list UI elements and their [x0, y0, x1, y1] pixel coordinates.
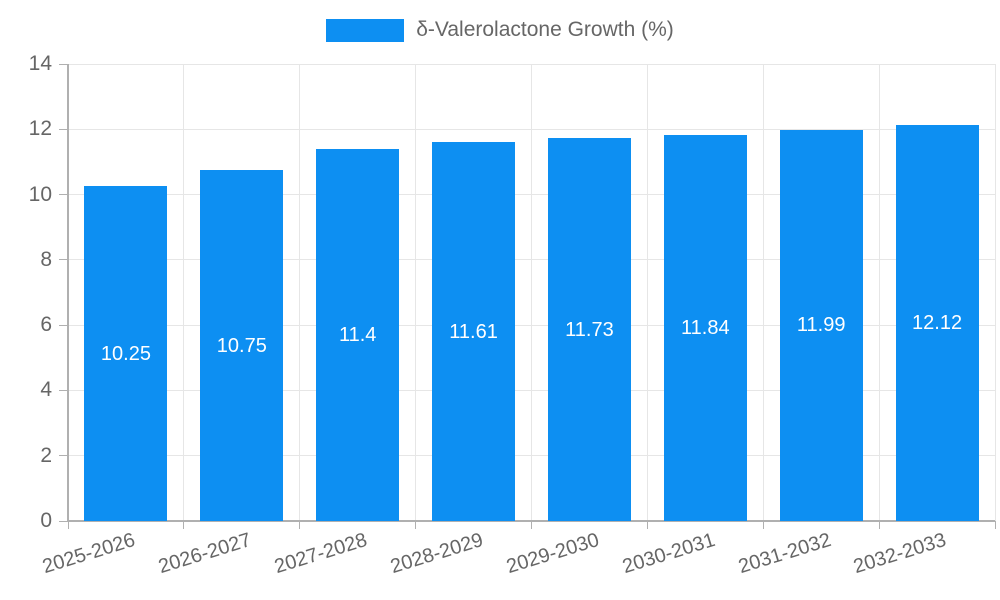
bar-2028-2029[interactable] — [432, 142, 516, 521]
x-axis-category-label: 2032-2033 — [851, 529, 950, 579]
x-axis-category-label: 2027-2028 — [271, 529, 370, 579]
bar-value-label: 11.73 — [565, 318, 614, 341]
bar-value-label: 11.84 — [681, 316, 730, 339]
x-axis-category-label: 2030-2031 — [619, 529, 718, 579]
x-axis-tick — [299, 521, 301, 529]
legend-item[interactable]: δ-Valerolactone Growth (%) — [326, 18, 674, 42]
x-axis-tick — [994, 521, 996, 529]
bar-2029-2030[interactable] — [547, 138, 631, 521]
y-axis-tick — [59, 194, 68, 196]
chart-legend: δ-Valerolactone Growth (%) — [0, 18, 1000, 42]
y-axis-tick — [59, 389, 68, 391]
gridline-vertical — [994, 64, 996, 521]
legend-swatch-icon — [326, 18, 405, 42]
bar-value-label: 11.4 — [338, 323, 377, 346]
y-axis-line — [67, 64, 69, 522]
y-axis-tick — [59, 259, 68, 261]
bar-value-label: 12.12 — [912, 312, 963, 335]
y-axis-tick-label: 10 — [28, 182, 52, 206]
bar-2030-2031[interactable] — [663, 134, 747, 521]
gridline-vertical — [531, 64, 532, 521]
gridline-vertical — [878, 64, 880, 521]
gridline-vertical — [183, 64, 185, 521]
x-axis-tick — [67, 521, 69, 529]
bar-2025-2026[interactable] — [84, 186, 168, 521]
x-axis-category-label: 2028-2029 — [387, 529, 486, 579]
bar-value-label: 11.99 — [796, 314, 846, 337]
x-axis-category-label: 2029-2030 — [503, 529, 602, 579]
x-axis-line — [68, 520, 995, 522]
y-axis-tick-label: 8 — [40, 247, 52, 271]
x-axis-tick — [183, 521, 185, 529]
x-axis-tick — [415, 521, 417, 529]
bar-2032-2033[interactable] — [895, 125, 979, 521]
bar-value-label: 10.25 — [100, 342, 151, 365]
y-axis-tick-label: 6 — [40, 313, 52, 337]
y-axis-tick — [59, 520, 68, 522]
x-axis-tick — [878, 521, 880, 529]
gridline-vertical — [415, 64, 417, 521]
y-axis-tick — [59, 455, 68, 457]
bar-value-label: 11.61 — [449, 320, 498, 343]
x-axis-category-label: 2025-2026 — [40, 529, 139, 579]
y-axis-tick-label: 2 — [40, 443, 52, 467]
bar-value-label: 10.75 — [216, 334, 267, 357]
bar-2031-2032[interactable] — [779, 129, 863, 521]
gridline-vertical — [646, 64, 648, 521]
bar-2026-2027[interactable] — [200, 170, 284, 521]
x-axis-category-label: 2031-2032 — [735, 529, 834, 579]
y-axis-tick — [59, 128, 68, 130]
legend-label: δ-Valerolactone Growth (%) — [416, 18, 674, 41]
gridline-vertical — [762, 64, 764, 521]
y-axis-tick — [59, 324, 68, 326]
gridline-vertical — [299, 64, 301, 521]
y-axis-tick-label: 12 — [28, 117, 52, 141]
y-axis-tick-label: 0 — [40, 509, 52, 532]
bar-2027-2028[interactable] — [316, 148, 400, 521]
y-axis-tick-label: 4 — [40, 378, 52, 402]
x-axis-tick — [646, 521, 648, 529]
x-axis-category-label: 2026-2027 — [156, 529, 254, 579]
x-axis-tick — [531, 521, 532, 529]
y-axis-tick — [59, 63, 68, 65]
y-axis-tick-label: 14 — [28, 52, 52, 75]
x-axis-tick — [762, 521, 764, 529]
